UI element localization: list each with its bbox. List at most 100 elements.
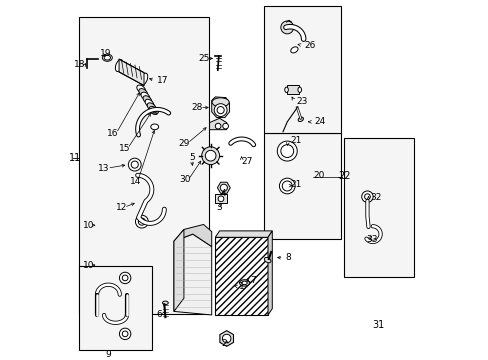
- Ellipse shape: [297, 87, 301, 93]
- Text: 10: 10: [82, 221, 94, 230]
- Text: 17: 17: [157, 76, 168, 85]
- Text: 19: 19: [100, 49, 111, 58]
- Polygon shape: [209, 118, 226, 130]
- Text: 23: 23: [296, 97, 307, 106]
- Text: 13: 13: [98, 164, 109, 173]
- Circle shape: [280, 21, 293, 34]
- Bar: [215, 237, 267, 315]
- Text: 21: 21: [289, 136, 301, 145]
- Ellipse shape: [147, 103, 156, 111]
- Bar: [215, 194, 226, 203]
- Ellipse shape: [162, 301, 168, 305]
- Bar: [79, 266, 152, 350]
- Polygon shape: [174, 229, 183, 311]
- Text: 4: 4: [220, 189, 225, 198]
- Circle shape: [215, 123, 221, 129]
- Circle shape: [280, 145, 293, 157]
- Circle shape: [205, 150, 216, 161]
- Text: 6: 6: [156, 310, 162, 319]
- Text: 5: 5: [189, 153, 195, 162]
- Polygon shape: [215, 231, 272, 237]
- Circle shape: [218, 196, 224, 202]
- Ellipse shape: [152, 109, 157, 113]
- Text: 32: 32: [369, 193, 381, 202]
- Circle shape: [220, 184, 227, 191]
- Text: 7: 7: [249, 276, 255, 285]
- Text: 1: 1: [238, 282, 244, 291]
- Ellipse shape: [242, 281, 246, 285]
- Polygon shape: [217, 182, 230, 193]
- Bar: [264, 6, 340, 132]
- Polygon shape: [174, 225, 211, 247]
- Ellipse shape: [150, 108, 158, 114]
- Ellipse shape: [284, 87, 288, 93]
- Circle shape: [128, 158, 141, 171]
- Polygon shape: [267, 231, 272, 315]
- Text: 30: 30: [179, 175, 191, 184]
- Text: 22: 22: [337, 171, 349, 181]
- Circle shape: [223, 123, 228, 129]
- Text: 16: 16: [107, 129, 119, 138]
- Ellipse shape: [115, 60, 122, 72]
- Text: 31: 31: [371, 320, 384, 330]
- Text: 24: 24: [313, 117, 325, 126]
- Circle shape: [217, 107, 224, 114]
- Circle shape: [364, 194, 369, 199]
- Text: 25: 25: [198, 54, 209, 63]
- Ellipse shape: [140, 73, 147, 85]
- Circle shape: [361, 191, 372, 202]
- Circle shape: [214, 104, 226, 117]
- Circle shape: [279, 178, 294, 194]
- Circle shape: [122, 331, 128, 337]
- Circle shape: [138, 218, 145, 225]
- Ellipse shape: [149, 107, 158, 114]
- Ellipse shape: [264, 257, 270, 263]
- Text: 9: 9: [105, 350, 111, 359]
- Circle shape: [119, 272, 131, 284]
- Circle shape: [282, 181, 292, 191]
- Polygon shape: [119, 59, 144, 86]
- Polygon shape: [174, 234, 211, 315]
- Ellipse shape: [150, 124, 158, 130]
- Polygon shape: [220, 330, 233, 346]
- Ellipse shape: [290, 47, 297, 53]
- Bar: [286, 85, 298, 94]
- Polygon shape: [211, 97, 229, 118]
- Text: 33: 33: [366, 235, 377, 244]
- Text: 18: 18: [74, 60, 85, 69]
- Ellipse shape: [102, 54, 112, 61]
- Text: 3: 3: [216, 203, 222, 212]
- Ellipse shape: [145, 99, 154, 107]
- Ellipse shape: [104, 55, 110, 60]
- Ellipse shape: [239, 280, 249, 286]
- Ellipse shape: [137, 85, 145, 93]
- Circle shape: [277, 141, 297, 161]
- Bar: [343, 138, 413, 277]
- Ellipse shape: [141, 92, 149, 100]
- Text: 2: 2: [221, 339, 226, 348]
- Circle shape: [119, 328, 131, 339]
- Text: 11: 11: [68, 153, 81, 163]
- Circle shape: [135, 215, 148, 228]
- Bar: [79, 17, 208, 314]
- Text: 26: 26: [304, 41, 315, 50]
- Ellipse shape: [139, 89, 147, 97]
- Text: 20: 20: [312, 171, 324, 180]
- Circle shape: [131, 161, 138, 168]
- Ellipse shape: [143, 96, 151, 104]
- Text: 28: 28: [191, 103, 203, 112]
- Ellipse shape: [212, 98, 229, 107]
- Text: 15: 15: [119, 144, 130, 153]
- Text: 27: 27: [241, 157, 252, 166]
- Circle shape: [122, 275, 128, 281]
- Text: 21: 21: [289, 180, 301, 189]
- Bar: [264, 132, 340, 239]
- Ellipse shape: [298, 117, 303, 122]
- Circle shape: [222, 334, 230, 343]
- Text: 10: 10: [82, 261, 94, 270]
- Text: 8: 8: [285, 253, 291, 262]
- Text: 29: 29: [178, 139, 189, 148]
- Text: 14: 14: [129, 177, 141, 186]
- Text: 12: 12: [115, 203, 126, 212]
- Circle shape: [202, 147, 219, 165]
